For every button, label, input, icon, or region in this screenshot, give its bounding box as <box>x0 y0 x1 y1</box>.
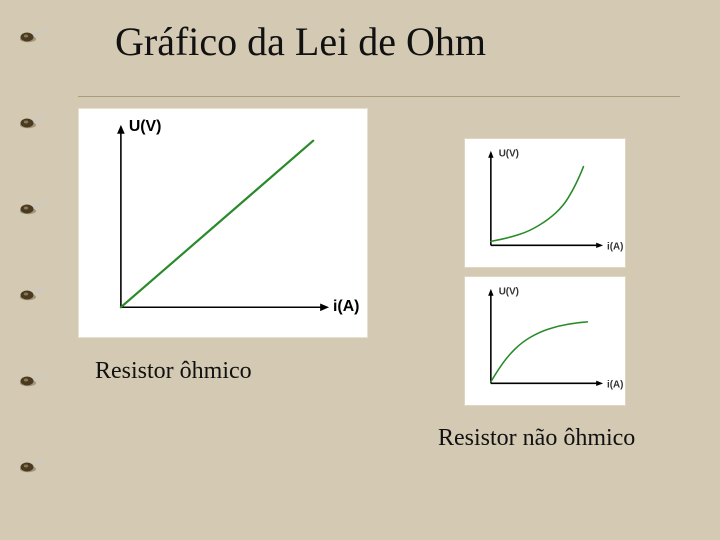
chart-nonohmic-top: U(V) i(A) <box>464 138 626 268</box>
chart-nonohmic-bottom: U(V) i(A) <box>464 276 626 406</box>
svg-text:i(A): i(A) <box>607 379 623 390</box>
chart-nonohmic-bottom-svg: U(V) i(A) <box>465 277 625 405</box>
svg-text:i(A): i(A) <box>333 298 359 315</box>
bullet-icon <box>18 368 52 388</box>
bullet-icon <box>18 110 52 130</box>
caption-nonohmic: Resistor não ôhmico <box>438 425 635 452</box>
svg-text:U(V): U(V) <box>129 118 162 135</box>
title-divider <box>78 96 680 97</box>
slide-title: Gráfico da Lei de Ohm <box>115 18 486 65</box>
bullet-icon <box>18 282 52 302</box>
caption-ohmic: Resistor ôhmico <box>95 358 252 385</box>
bullet-icon <box>18 454 52 474</box>
svg-text:U(V): U(V) <box>499 149 519 160</box>
bullet-icon <box>18 24 52 44</box>
chart-nonohmic-top-svg: U(V) i(A) <box>465 139 625 267</box>
chart-ohmic: U(V) i(A) <box>78 108 368 338</box>
chart-ohmic-svg: U(V) i(A) <box>79 109 367 337</box>
svg-text:i(A): i(A) <box>607 241 623 252</box>
slide: Gráfico da Lei de Ohm U(V) i(A) Resistor … <box>0 0 720 540</box>
bullet-strip <box>0 0 62 540</box>
svg-text:U(V): U(V) <box>499 287 519 298</box>
bullet-icon <box>18 196 52 216</box>
